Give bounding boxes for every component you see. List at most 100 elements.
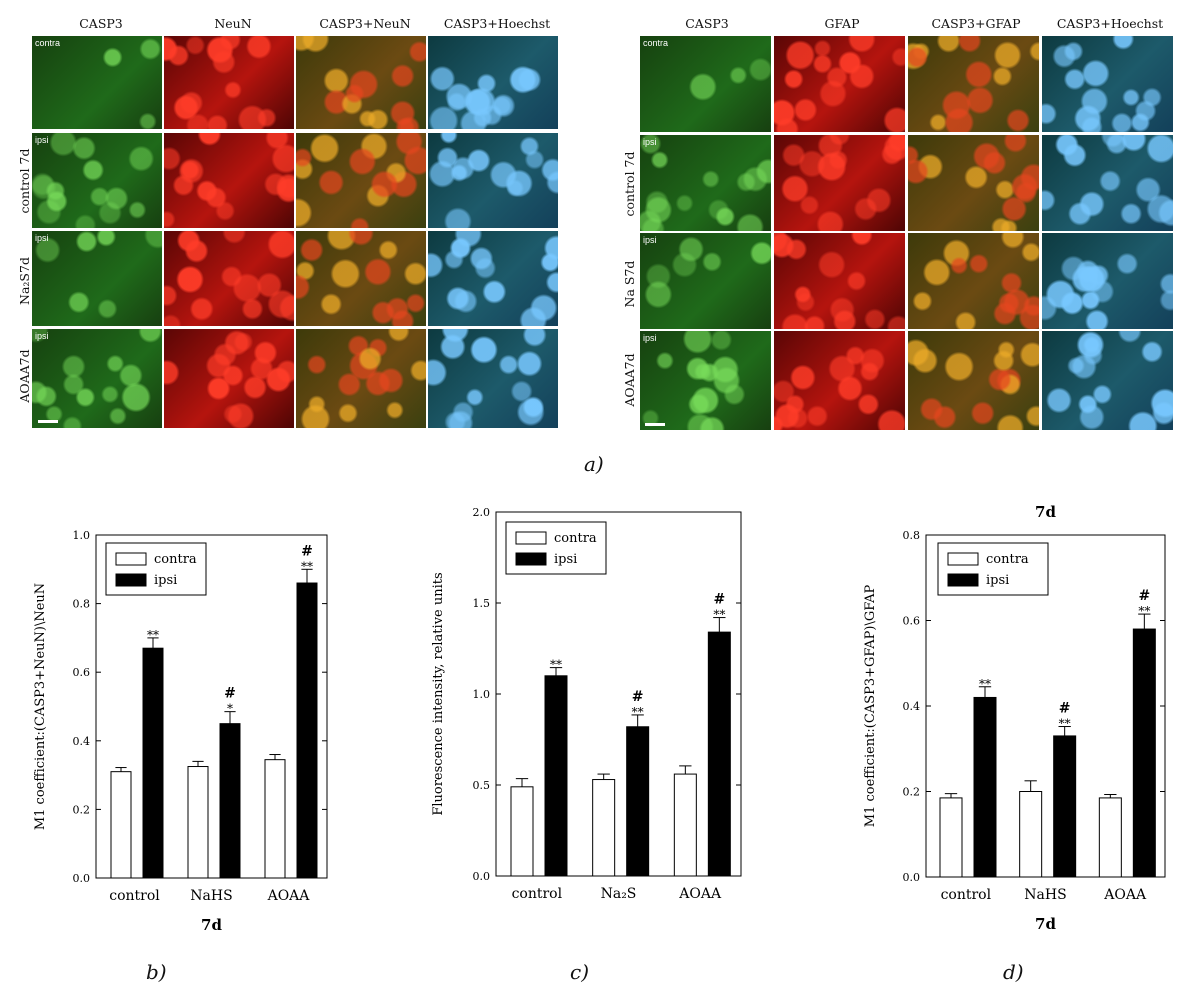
x-category-label: AOAA bbox=[1103, 887, 1147, 903]
scale-bar bbox=[645, 423, 665, 426]
bar bbox=[510, 786, 534, 877]
chart-c: 0.00.51.01.52.0**control**#Na₂S**#AOAAco… bbox=[431, 506, 742, 902]
x-axis-label: 7d bbox=[201, 916, 222, 934]
y-tick-label: 0.0 bbox=[73, 872, 91, 885]
legend-swatch bbox=[115, 552, 147, 566]
legend-swatch bbox=[947, 552, 979, 566]
y-axis-label: Fluorescence intensity, relative units bbox=[431, 572, 446, 815]
micrograph-right-r4-c1: ipsi bbox=[640, 331, 771, 430]
chart-title: 7d bbox=[1035, 503, 1056, 521]
y-tick-label: 2.0 bbox=[473, 506, 491, 519]
x-axis-label: 7d bbox=[1035, 915, 1056, 933]
significance-mark: # bbox=[1059, 701, 1071, 717]
col-header: CASP3 bbox=[79, 16, 123, 31]
micrograph-right-r2-c3 bbox=[908, 135, 1039, 231]
bar bbox=[142, 647, 164, 879]
chart-d: 0.00.20.40.60.8**control**#NaHS**#AOAAco… bbox=[863, 503, 1166, 933]
significance-mark: ** bbox=[1138, 604, 1150, 618]
micrograph-right-r4-c3 bbox=[908, 331, 1039, 430]
row-label: Na S7d bbox=[622, 260, 637, 308]
micrograph-right-r2-c1: ipsi bbox=[640, 135, 771, 231]
micrograph-right-r1-c4 bbox=[1042, 36, 1173, 132]
legend-swatch bbox=[947, 573, 979, 587]
legend-label: contra bbox=[986, 552, 1029, 567]
micrograph-right-r1-c2 bbox=[774, 36, 905, 132]
significance-mark: # bbox=[301, 543, 313, 559]
micrograph-left-r4-c4 bbox=[428, 329, 558, 428]
legend-swatch bbox=[515, 552, 547, 566]
significance-mark: # bbox=[224, 686, 236, 702]
y-tick-label: 0.0 bbox=[473, 870, 491, 883]
legend-label: ipsi bbox=[986, 573, 1009, 588]
bar bbox=[110, 771, 132, 879]
x-category-label: control bbox=[512, 886, 563, 902]
micrograph-left-r2-c2 bbox=[164, 133, 294, 228]
micrograph-right-r2-c4 bbox=[1042, 135, 1173, 231]
significance-mark: ** bbox=[713, 608, 725, 622]
x-category-label: Na₂S bbox=[601, 886, 637, 902]
y-tick-label: 0.8 bbox=[903, 529, 921, 542]
panel-label-a: a) bbox=[584, 452, 604, 476]
significance-mark: ** bbox=[632, 705, 644, 719]
y-tick-label: 1.0 bbox=[73, 529, 91, 542]
panel-label-c: c) bbox=[570, 960, 590, 984]
significance-mark: # bbox=[632, 689, 644, 705]
y-tick-label: 0.6 bbox=[903, 615, 921, 628]
panel-label-d: d) bbox=[1003, 960, 1024, 984]
y-tick-label: 0.2 bbox=[903, 786, 921, 799]
x-category-label: NaHS bbox=[1024, 887, 1066, 903]
bar bbox=[1132, 628, 1156, 878]
cell-tag: ipsi bbox=[35, 135, 49, 145]
cell-tag: contra bbox=[35, 38, 61, 48]
y-tick-label: 0.4 bbox=[73, 735, 91, 748]
col-header: CASP3 bbox=[685, 16, 729, 31]
bar bbox=[592, 779, 616, 877]
col-header: CASP3+Hoechst bbox=[443, 16, 551, 31]
y-tick-label: 0.2 bbox=[73, 803, 91, 816]
cell-tag: ipsi bbox=[643, 235, 657, 245]
micrograph-right-r3-c3 bbox=[908, 233, 1039, 329]
micrograph-left-r1-c3 bbox=[296, 36, 426, 129]
x-category-label: AOAA bbox=[678, 886, 722, 902]
micrograph-left-r2-c1: ipsi bbox=[32, 133, 162, 228]
y-tick-label: 0.0 bbox=[903, 871, 921, 884]
micrograph-right-r4-c4 bbox=[1042, 331, 1173, 430]
bar bbox=[219, 723, 241, 879]
significance-mark: ** bbox=[301, 559, 313, 573]
cell-tag: ipsi bbox=[35, 331, 49, 341]
bar bbox=[1053, 735, 1077, 878]
row-label: AOAA7d bbox=[622, 353, 637, 407]
bar bbox=[187, 766, 209, 879]
y-tick-label: 0.4 bbox=[903, 700, 921, 713]
significance-mark: ** bbox=[979, 677, 991, 691]
micrograph-left-r2-c3 bbox=[296, 133, 426, 228]
x-category-label: control bbox=[941, 887, 992, 903]
y-tick-label: 0.8 bbox=[73, 598, 91, 611]
y-tick-label: 1.0 bbox=[473, 688, 491, 701]
bar bbox=[296, 582, 318, 879]
y-tick-label: 0.6 bbox=[73, 666, 91, 679]
micrograph-left-r4-c3 bbox=[296, 329, 426, 428]
row-label: control 7d bbox=[17, 148, 32, 214]
chart-b: 0.00.20.40.60.81.0**control*#NaHS**#AOAA… bbox=[33, 529, 328, 934]
y-tick-label: 1.5 bbox=[473, 597, 491, 610]
cell-tag: ipsi bbox=[35, 233, 49, 243]
bar bbox=[544, 675, 568, 877]
significance-mark: ** bbox=[1059, 717, 1071, 731]
micrograph-left-r3-c2 bbox=[164, 231, 294, 326]
col-header: CASP3+Hoechst bbox=[1056, 16, 1164, 31]
micrograph-left-r4-c1: ipsi bbox=[32, 329, 162, 428]
row-label: Na₂S7d bbox=[17, 257, 32, 305]
col-header: CASP3+NeuN bbox=[319, 16, 411, 31]
micrograph-left-r2-c4 bbox=[428, 133, 558, 228]
bar bbox=[673, 773, 697, 877]
bar bbox=[1019, 791, 1043, 878]
significance-mark: # bbox=[1138, 588, 1150, 604]
significance-mark: # bbox=[713, 592, 725, 608]
micrograph-left-r1-c1: contra bbox=[32, 36, 162, 129]
micrograph-left-r3-c1: ipsi bbox=[32, 231, 162, 326]
legend-label: ipsi bbox=[154, 573, 177, 588]
bar bbox=[707, 631, 731, 877]
y-tick-label: 0.5 bbox=[473, 779, 491, 792]
significance-mark: ** bbox=[550, 658, 562, 672]
